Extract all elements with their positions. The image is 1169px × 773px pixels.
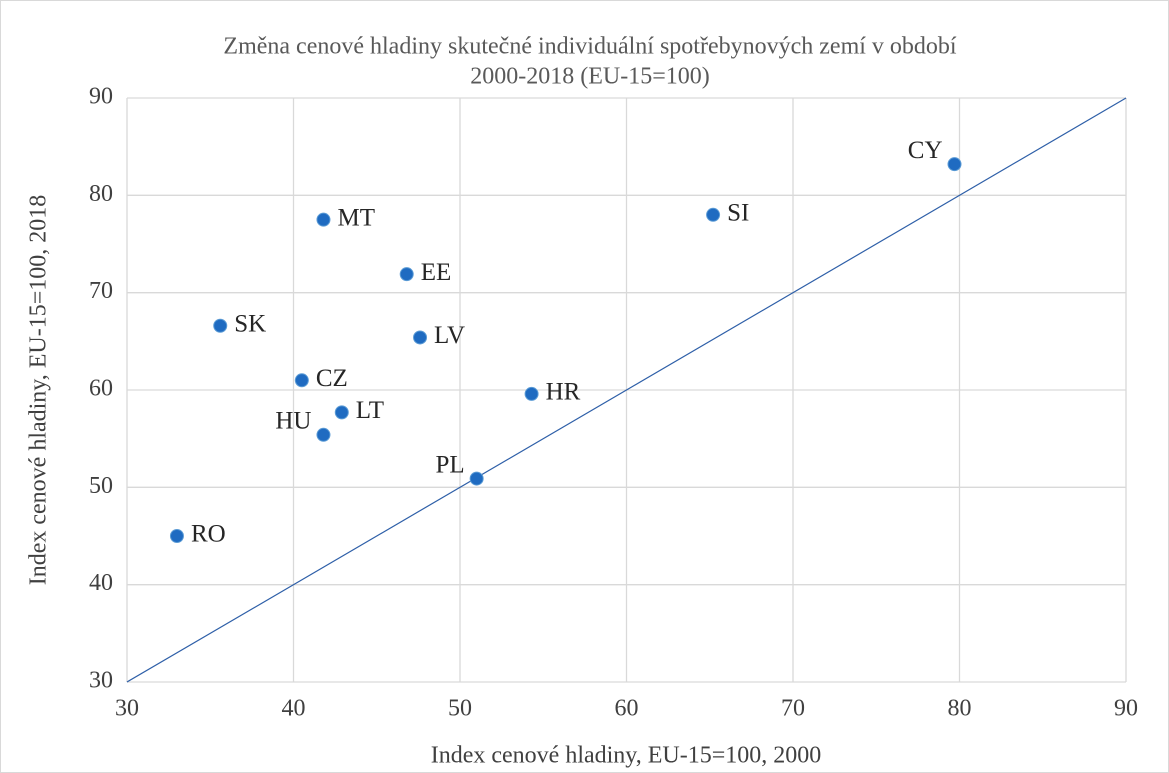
point-label: HU bbox=[275, 408, 311, 435]
x-axis-title: Index cenové hladiny, EU-15=100, 2000 bbox=[431, 743, 822, 769]
x-tick-label: 50 bbox=[448, 696, 472, 722]
point bbox=[334, 405, 349, 420]
point bbox=[316, 427, 331, 442]
point-label: SK bbox=[234, 310, 266, 337]
x-tick-label: 60 bbox=[615, 696, 639, 722]
diagonal-line bbox=[126, 97, 1127, 683]
y-axis-title: Index cenové hladiny, EU-15=100, 2018 bbox=[26, 195, 52, 586]
y-tick-label: 80 bbox=[89, 181, 113, 207]
y-tick-label: 60 bbox=[89, 376, 113, 402]
point-label: RO bbox=[191, 521, 226, 548]
y-tick-label: 40 bbox=[89, 570, 113, 596]
chart-title: Změna cenové hladiny skutečné individuál… bbox=[223, 34, 956, 60]
point bbox=[213, 318, 228, 333]
point bbox=[524, 386, 539, 401]
point-label: CZ bbox=[316, 365, 348, 392]
point-label: PL bbox=[435, 451, 464, 478]
point bbox=[469, 471, 484, 486]
point-label: MT bbox=[337, 204, 375, 231]
point-label: LT bbox=[356, 397, 384, 424]
point bbox=[169, 529, 184, 543]
x-tick-label: 70 bbox=[781, 696, 805, 722]
y-tick-label: 30 bbox=[89, 668, 113, 694]
point-label: LV bbox=[434, 322, 465, 349]
point-label: HR bbox=[546, 379, 581, 406]
y-tick-label: 50 bbox=[89, 473, 113, 499]
point bbox=[316, 212, 331, 227]
x-tick-label: 30 bbox=[115, 696, 139, 722]
point bbox=[413, 330, 428, 345]
chart-title: 2000-2018 (EU-15=100) bbox=[470, 64, 710, 90]
x-tick-label: 40 bbox=[282, 696, 306, 722]
point-label: CY bbox=[908, 137, 943, 164]
point bbox=[294, 373, 309, 388]
point-label: SI bbox=[727, 200, 749, 227]
point bbox=[399, 267, 414, 282]
point bbox=[706, 207, 721, 222]
point bbox=[947, 157, 962, 172]
y-tick-label: 90 bbox=[89, 84, 113, 110]
y-tick-label: 70 bbox=[89, 278, 113, 304]
x-tick-label: 80 bbox=[948, 696, 972, 722]
point-label: EE bbox=[421, 259, 452, 286]
x-tick-label: 90 bbox=[1114, 696, 1138, 722]
